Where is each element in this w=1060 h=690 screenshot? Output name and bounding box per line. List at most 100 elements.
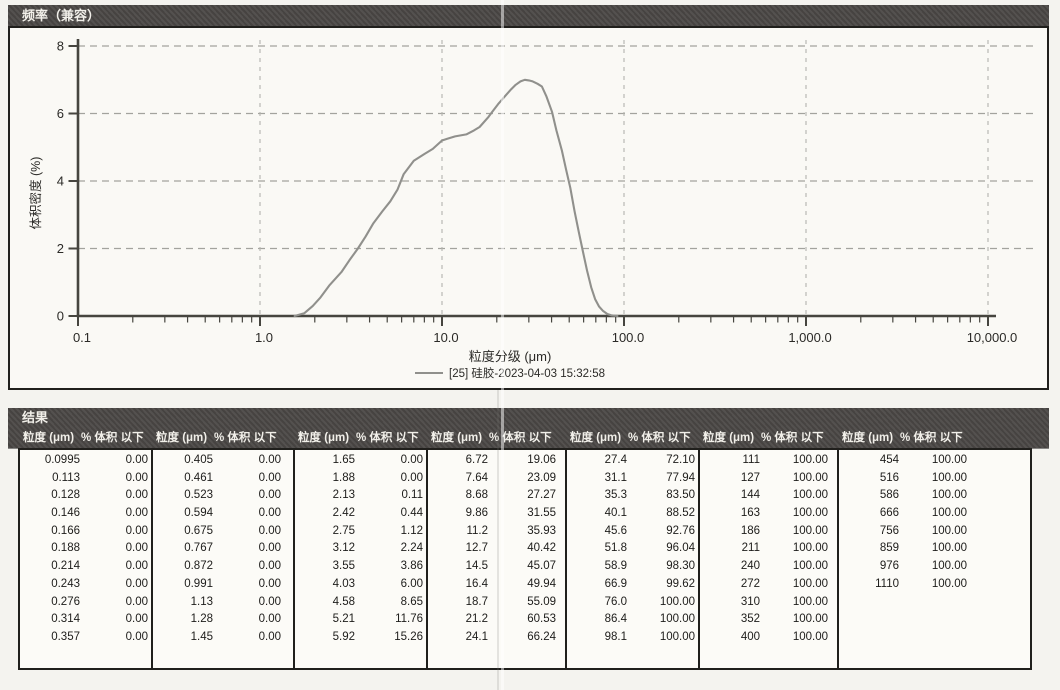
cumulative-cell: 100.00 [931,560,967,573]
size-cell: 14.5 [465,560,488,573]
table-row: 516 100.00 [839,470,1030,488]
cumulative-cell: 100.00 [659,613,695,626]
size-cell: 272 [740,577,760,590]
cumulative-cell: 0.00 [258,542,281,555]
table-row: 144 100.00 [700,487,837,505]
cumulative-cell: 0.00 [125,542,148,555]
size-cell: 516 [879,471,899,484]
frequency-curve [293,78,619,318]
cumulative-cell: 0.00 [258,489,281,502]
x-tick-label: 10,000.0 [967,330,1018,345]
cumulative-cell: 0.00 [125,507,148,520]
size-cell: 0.405 [184,454,213,466]
table-row: 0.767 0.00 [153,540,293,558]
table-row: 186 100.00 [700,523,837,541]
cumulative-cell: 100.00 [931,524,967,537]
cumulative-cell: 100.00 [792,577,828,590]
cumulative-cell: 15.26 [394,630,423,643]
size-cell: 211 [741,542,760,555]
cumulative-cell: 11.76 [395,613,423,626]
cumulative-cell: 0.00 [258,454,281,466]
table-row: 0.128 0.00 [20,487,151,505]
size-cell: 0.276 [51,595,80,608]
table-row: 31.1 77.94 [567,470,698,488]
size-cell: 45.6 [604,524,627,537]
size-cell: 1110 [875,577,899,590]
table-row: 163 100.00 [700,505,837,523]
size-cell: 586 [879,489,899,502]
table-row: 27.4 72.10 [567,452,698,470]
cumulative-cell: 100.00 [792,507,828,520]
cumulative-cell: 72.10 [666,454,695,466]
results-column-group: 111 100.00 127 100.00 144 100.00 163 100.00 186 1… [700,450,839,668]
table-row: 240 100.00 [700,558,837,576]
table-row: 272 100.00 [700,576,837,594]
results-column-group: 0.0995 0.00 0.113 0.00 0.128 0.00 0.146 0.00 0.1… [20,450,153,668]
table-row: 7.64 23.09 [428,470,565,488]
cumulative-cell: 99.62 [666,577,695,590]
size-cell: 1.28 [190,613,213,626]
table-row: 0.991 0.00 [153,576,293,594]
size-cell: 2.42 [332,507,355,520]
table-row: 1.45 0.00 [153,629,293,647]
table-row: 0.276 0.00 [20,594,151,612]
size-cell: 21.2 [465,613,488,626]
cumulative-cell: 77.94 [666,471,695,484]
cumulative-cell: 100.00 [792,471,828,484]
cumulative-cell: 27.27 [527,489,556,502]
table-row: 0.675 0.00 [153,523,293,541]
cumulative-cell: 45.07 [527,560,556,573]
cumulative-cell: 100.00 [792,560,828,573]
cumulative-cell: 0.00 [125,454,148,466]
table-row: 40.1 88.52 [567,505,698,523]
size-cell: 2.13 [332,489,355,502]
size-cell: 76.0 [604,595,627,608]
chart-panel-title: 频率（兼容） [22,8,101,23]
column-group-header: 粒度 (μm) % 体积 以下 [18,428,151,448]
results-column-group: 6.72 19.06 7.64 23.09 8.68 27.27 9.86 31.55 11.2… [428,450,567,668]
cumulative-cell: 100.00 [792,595,828,608]
cumulative-cell: 35.93 [527,524,556,537]
table-row: 0.113 0.00 [20,470,151,488]
cumulative-cell: 31.55 [527,507,556,520]
cumulative-cell: 96.04 [666,542,695,555]
cumulative-cell: 100.00 [931,507,967,520]
size-cell: 454 [879,454,899,466]
size-cell: 0.314 [51,613,80,626]
size-column-header: 粒度 (μm) [431,432,483,444]
cumulative-cell: 100.00 [931,454,967,466]
column-group-header: 粒度 (μm) % 体积 以下 [837,428,1028,448]
table-row: 18.7 55.09 [428,594,565,612]
cumulative-cell: 0.00 [125,471,148,484]
cumulative-cell: 100.00 [931,471,967,484]
table-row: 11.2 35.93 [428,523,565,541]
table-row: 0.594 0.00 [153,505,293,523]
table-row: 0.405 0.00 [153,452,293,470]
cumulative-cell: 100.00 [792,613,828,626]
size-cell: 12.7 [465,542,488,555]
size-cell: 976 [879,560,899,573]
cumulative-cell: 8.65 [400,595,423,608]
size-cell: 4.03 [332,577,355,590]
size-cell: 0.357 [51,630,80,643]
size-cell: 163 [740,507,760,520]
size-cell: 18.7 [465,595,488,608]
cumulative-cell: 3.86 [400,560,423,573]
size-cell: 98.1 [604,630,627,643]
size-cell: 666 [879,507,899,520]
cumulative-column-header: % 体积 以下 [628,432,691,444]
cumulative-cell: 0.00 [125,630,148,643]
table-row: 0.146 0.00 [20,505,151,523]
table-row: 1110 100.00 [839,576,1030,594]
y-tick-label: 0 [57,309,64,324]
cumulative-cell: 23.09 [527,471,556,484]
table-row: 1.28 0.00 [153,611,293,629]
size-cell: 0.991 [184,577,213,590]
cumulative-cell: 0.00 [258,595,281,608]
cumulative-cell: 0.00 [125,577,148,590]
y-tick-label: 4 [57,174,64,189]
size-cell: 35.3 [604,489,627,502]
y-axis-title: 体积密度 (%) [28,157,43,230]
cumulative-cell: 88.52 [666,507,695,520]
size-cell: 1.45 [190,630,213,643]
